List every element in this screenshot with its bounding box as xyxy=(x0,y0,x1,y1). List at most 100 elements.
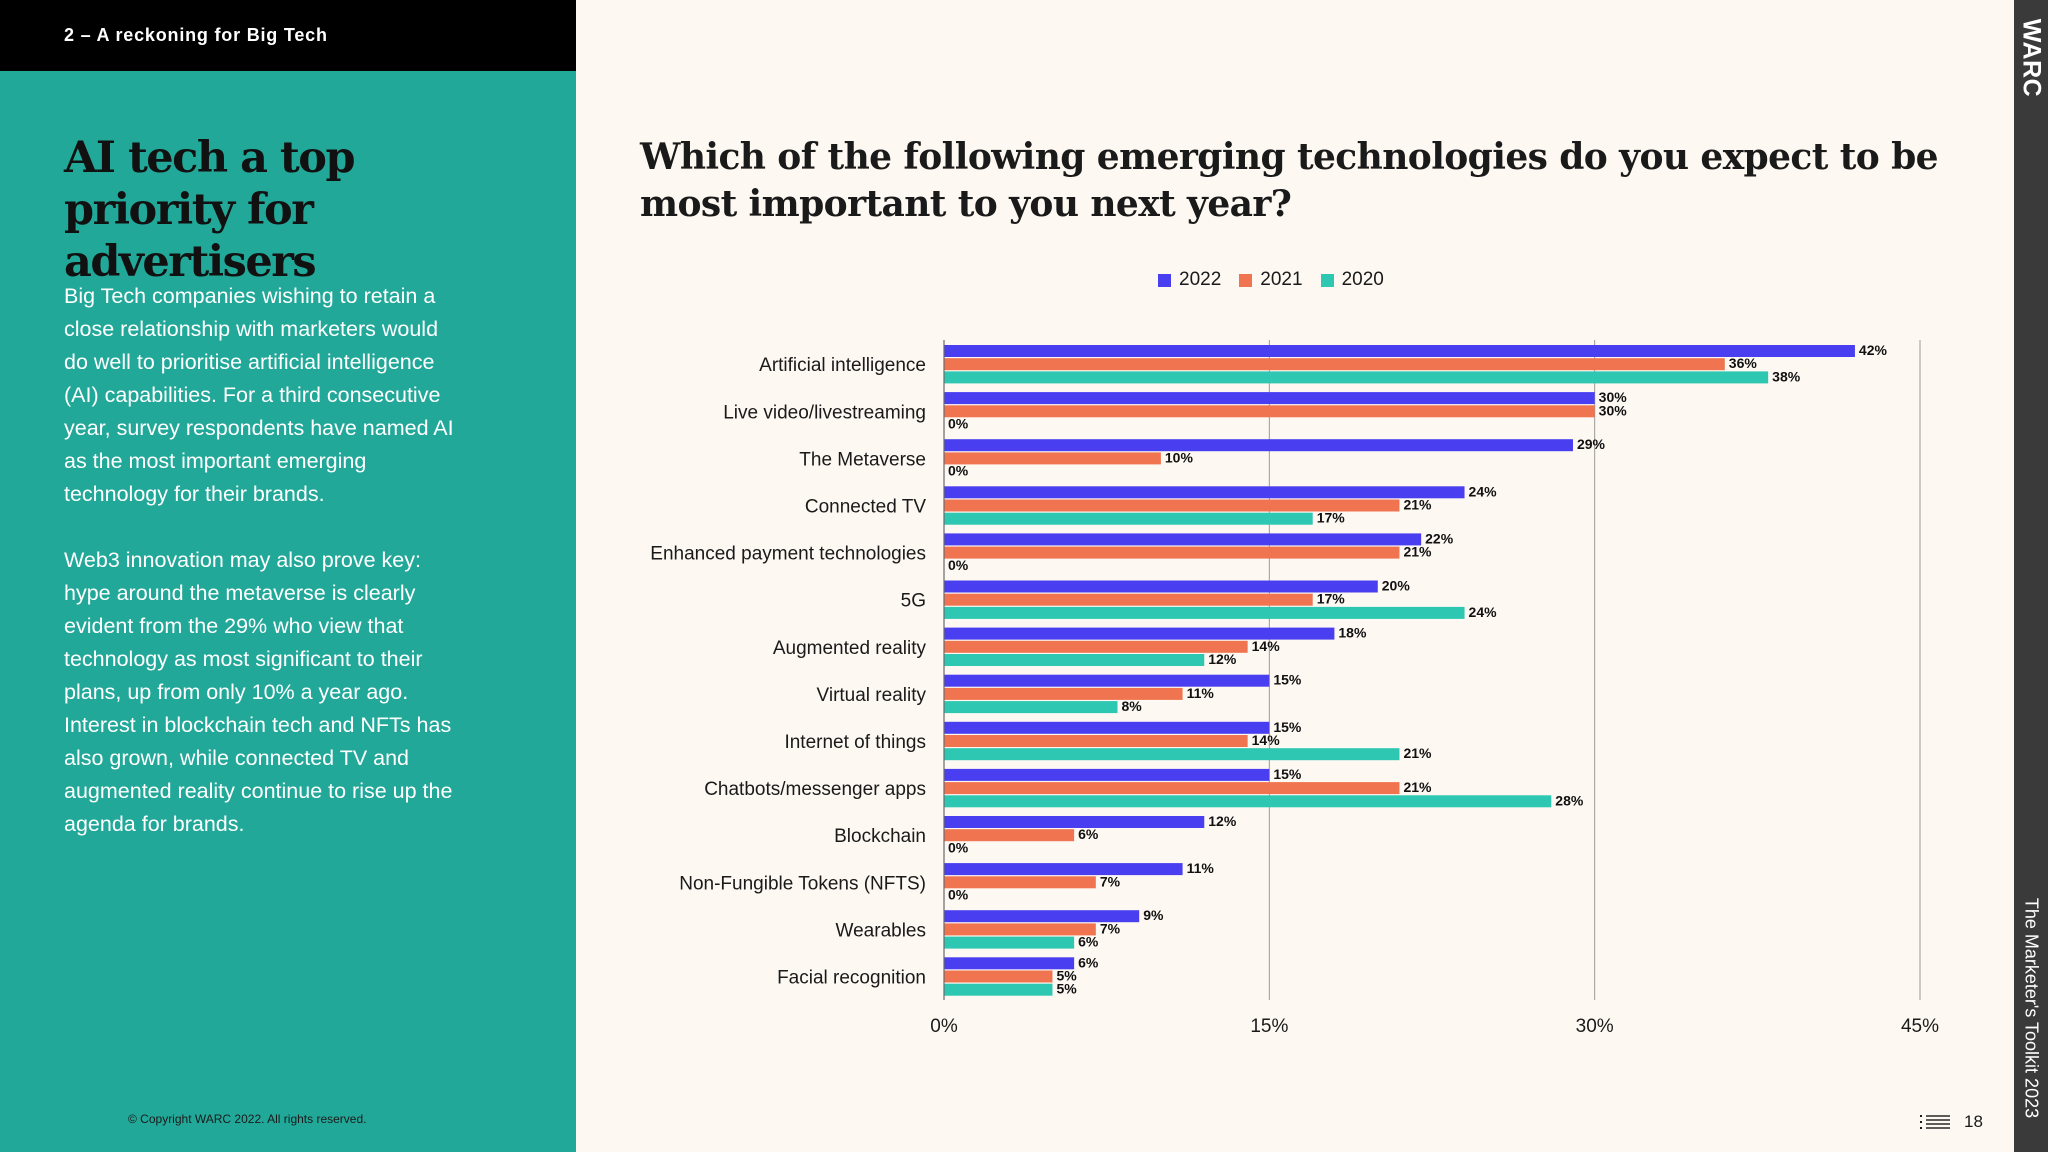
category-label: Chatbots/messenger apps xyxy=(704,779,926,800)
category-label: Facial recognition xyxy=(777,968,926,989)
bar-2022 xyxy=(944,627,1335,640)
bar-2021 xyxy=(944,687,1183,700)
legend-item-2020: 2020 xyxy=(1320,269,1384,291)
bar-2022 xyxy=(944,768,1270,781)
legend-item-2022: 2022 xyxy=(1158,269,1221,291)
publication-title: The Marketer's Toolkit 2023 xyxy=(2021,897,2042,1119)
data-label-2022: 18% xyxy=(1338,625,1367,641)
data-label-2022: 30% xyxy=(1599,389,1628,405)
page-number: 18 xyxy=(1964,1112,1983,1131)
bar-2022 xyxy=(944,533,1422,546)
bar-2022 xyxy=(944,486,1465,499)
legend-item-2021: 2021 xyxy=(1239,269,1303,291)
category-label: Connected TV xyxy=(805,497,926,518)
data-label-2021: 6% xyxy=(1078,826,1099,842)
x-tick-label-30: 30% xyxy=(1576,1016,1614,1037)
bar-2020 xyxy=(944,701,1118,714)
data-label-2022: 12% xyxy=(1208,813,1237,829)
data-label-2020: 28% xyxy=(1555,792,1584,808)
category-label: Augmented reality xyxy=(773,638,927,659)
bar-2021 xyxy=(944,876,1096,889)
category-label: Non-Fungible Tokens (NFTS) xyxy=(679,873,926,894)
bar-2021 xyxy=(944,735,1248,747)
data-label-2021: 36% xyxy=(1729,355,1758,371)
data-label-2020: 0% xyxy=(948,463,969,479)
data-label-2020: 12% xyxy=(1208,651,1237,667)
data-label-2021: 7% xyxy=(1100,920,1121,936)
data-label-2022: 6% xyxy=(1078,954,1099,970)
bar-2021 xyxy=(944,970,1053,983)
bar-2022 xyxy=(944,816,1205,828)
data-label-2022: 29% xyxy=(1577,436,1606,452)
warc-logo: WARC xyxy=(2017,18,2046,98)
bar-2020 xyxy=(944,748,1400,761)
section-header: 2 – A reckoning for Big Tech xyxy=(0,0,576,71)
data-label-2021: 17% xyxy=(1317,591,1346,607)
page-title: AI tech a top priority for advertisers xyxy=(64,133,356,287)
bar-2020 xyxy=(944,606,1465,619)
legend-swatch-2020 xyxy=(1320,273,1334,287)
bar-2021 xyxy=(944,452,1161,465)
category-label: Wearables xyxy=(836,920,926,941)
data-label-2021: 7% xyxy=(1100,873,1121,889)
bar-2020 xyxy=(944,936,1075,949)
legend-swatch-2022 xyxy=(1158,273,1171,287)
data-label-2022: 15% xyxy=(1273,719,1302,735)
data-label-2020: 0% xyxy=(948,557,969,573)
chart-legend: 2022 2021 2020 xyxy=(1158,268,1384,292)
bar-2020 xyxy=(944,795,1552,808)
bar-2022 xyxy=(944,721,1270,734)
bar-2022 xyxy=(944,439,1573,452)
data-label-2022: 11% xyxy=(1187,860,1215,876)
x-tick-label-0: 0% xyxy=(930,1016,958,1037)
bar-2021 xyxy=(944,499,1400,512)
data-label-2020: 0% xyxy=(948,416,969,432)
bar-2022 xyxy=(944,392,1595,405)
category-label: Artificial intelligence xyxy=(759,355,926,376)
data-label-2020: 0% xyxy=(948,887,969,903)
data-label-2020: 17% xyxy=(1317,510,1346,526)
data-label-2020: 38% xyxy=(1772,368,1801,384)
data-label-2021: 14% xyxy=(1252,732,1281,748)
data-label-2022: 24% xyxy=(1469,483,1498,499)
data-label-2022: 9% xyxy=(1143,907,1164,923)
category-label: Enhanced payment technologies xyxy=(650,544,926,565)
body-paragraph-1: Big Tech companies wishing to retain a c… xyxy=(64,284,454,506)
data-label-2021: 21% xyxy=(1403,779,1432,795)
copyright-notice: © Copyright WARC 2022. All rights reserv… xyxy=(128,1112,367,1126)
bar-2021 xyxy=(944,593,1313,606)
data-label-2021: 14% xyxy=(1252,638,1281,654)
bar-2020 xyxy=(944,371,1769,384)
category-label: 5G xyxy=(901,591,926,612)
body-paragraph-2: Web3 innovation may also prove key: hype… xyxy=(64,548,453,836)
category-label: Internet of things xyxy=(784,732,926,753)
brand-strip xyxy=(2014,0,2048,1152)
legend-label-2020: 2020 xyxy=(1341,269,1384,290)
x-tick-label-45: 45% xyxy=(1901,1016,1939,1037)
bar-2022 xyxy=(944,863,1183,876)
category-label: The Metaverse xyxy=(799,449,926,470)
bar-2021 xyxy=(944,358,1725,371)
bar-2022 xyxy=(944,674,1270,687)
legend-label-2021: 2021 xyxy=(1260,269,1303,290)
data-label-2022: 15% xyxy=(1273,766,1302,782)
data-label-2021: 21% xyxy=(1403,544,1432,560)
bar-2021 xyxy=(944,829,1075,842)
list-icon[interactable] xyxy=(1919,1114,1951,1130)
data-label-2020: 21% xyxy=(1403,745,1432,761)
legend-swatch-2021 xyxy=(1239,273,1253,287)
data-label-2022: 15% xyxy=(1273,672,1302,688)
bar-2021 xyxy=(944,546,1400,559)
legend-label-2022: 2022 xyxy=(1179,269,1222,290)
bar-2021 xyxy=(944,782,1400,795)
chart-title: Which of the following emerging technolo… xyxy=(640,136,1939,225)
category-label: Live video/livestreaming xyxy=(723,402,926,423)
data-label-2022: 22% xyxy=(1425,530,1454,546)
data-label-2021: 5% xyxy=(1056,968,1077,984)
bar-2021 xyxy=(944,640,1248,653)
data-label-2022: 42% xyxy=(1859,342,1888,358)
category-label: Blockchain xyxy=(834,826,926,847)
bar-2022 xyxy=(944,957,1075,970)
section-label: 2 – A reckoning for Big Tech xyxy=(64,25,328,45)
data-label-2020: 8% xyxy=(1122,698,1143,714)
